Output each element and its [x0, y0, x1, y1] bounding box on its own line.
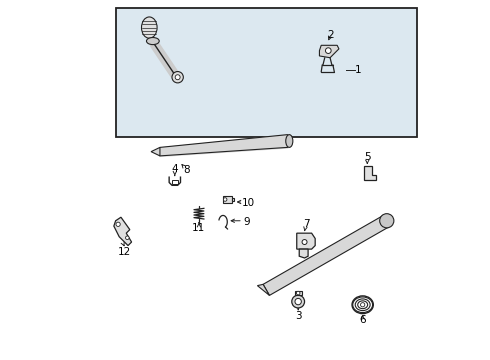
Ellipse shape	[172, 72, 183, 83]
Polygon shape	[257, 284, 270, 296]
Ellipse shape	[361, 303, 365, 307]
Text: 3: 3	[295, 311, 301, 321]
Text: 12: 12	[118, 247, 131, 257]
Ellipse shape	[380, 214, 394, 228]
Bar	[116, 8, 417, 138]
Polygon shape	[114, 217, 132, 246]
Ellipse shape	[147, 37, 159, 45]
Text: 10: 10	[242, 198, 255, 208]
Text: 2: 2	[327, 30, 333, 40]
Polygon shape	[151, 147, 160, 156]
Bar	[172, 180, 178, 184]
Polygon shape	[299, 249, 308, 258]
Ellipse shape	[116, 222, 120, 226]
Text: 11: 11	[192, 223, 205, 233]
Polygon shape	[297, 233, 315, 249]
Ellipse shape	[292, 295, 305, 308]
Polygon shape	[294, 291, 302, 295]
Ellipse shape	[325, 48, 331, 54]
Ellipse shape	[296, 291, 300, 295]
Text: 6: 6	[359, 315, 366, 325]
Ellipse shape	[125, 236, 129, 239]
Ellipse shape	[175, 75, 180, 80]
Bar	[222, 196, 232, 203]
Text: 5: 5	[364, 152, 370, 162]
Text: 1: 1	[355, 65, 362, 75]
Text: 7: 7	[303, 219, 310, 229]
Ellipse shape	[302, 239, 307, 244]
Text: 9: 9	[244, 217, 250, 227]
Polygon shape	[263, 215, 390, 296]
Polygon shape	[364, 166, 376, 180]
Ellipse shape	[142, 17, 157, 38]
Text: 8: 8	[183, 166, 190, 175]
Text: 4: 4	[172, 164, 178, 174]
Polygon shape	[319, 45, 339, 58]
Bar	[232, 198, 234, 201]
Ellipse shape	[223, 198, 227, 201]
Ellipse shape	[286, 135, 293, 147]
Ellipse shape	[295, 298, 301, 305]
